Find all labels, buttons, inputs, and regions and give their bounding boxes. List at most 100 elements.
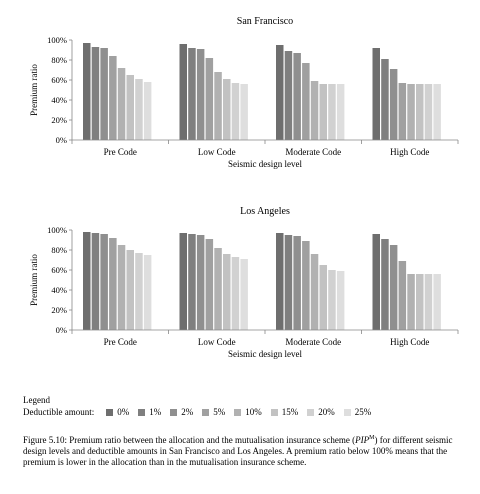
bar bbox=[293, 53, 301, 140]
bar bbox=[188, 234, 196, 330]
bar bbox=[91, 47, 100, 140]
legend-swatch bbox=[170, 408, 178, 416]
legend-item: 1% bbox=[138, 407, 161, 417]
chart-title: San Francisco bbox=[237, 16, 293, 27]
x-tick-label: Low Code bbox=[198, 147, 236, 157]
y-tick-label: 80% bbox=[51, 245, 67, 255]
y-tick-label: 40% bbox=[51, 285, 67, 295]
bar bbox=[117, 245, 126, 330]
bar bbox=[179, 44, 187, 140]
bar bbox=[398, 261, 407, 330]
bar bbox=[196, 235, 205, 330]
bar bbox=[293, 236, 301, 330]
bar bbox=[284, 51, 293, 140]
bar bbox=[135, 79, 143, 140]
legend-item: 15% bbox=[270, 407, 299, 417]
x-axis-label: Seismic design level bbox=[228, 349, 302, 359]
bar bbox=[381, 239, 389, 330]
bar bbox=[109, 56, 117, 140]
bar bbox=[83, 232, 91, 330]
legend-swatch bbox=[343, 408, 351, 416]
bar bbox=[135, 253, 143, 330]
bar bbox=[143, 82, 152, 140]
bar bbox=[276, 233, 284, 330]
bar bbox=[319, 265, 327, 330]
bar bbox=[276, 45, 284, 140]
bar bbox=[143, 255, 152, 330]
bar bbox=[302, 241, 310, 330]
legend-item: 20% bbox=[307, 407, 335, 417]
legend: Deductible amount: 0% 1% 2% 5% 10% 15% 20% 25% bbox=[23, 407, 380, 417]
x-tick-label: Pre Code bbox=[104, 337, 137, 347]
legend-item-label: 20% bbox=[318, 407, 335, 417]
bar bbox=[205, 239, 214, 330]
legend-item-label: 10% bbox=[245, 407, 262, 417]
bar bbox=[100, 48, 108, 140]
legend-swatch bbox=[202, 408, 210, 416]
caption-sup: M bbox=[369, 435, 375, 441]
bar bbox=[126, 75, 134, 140]
x-tick-label: Pre Code bbox=[104, 147, 137, 157]
charts-canvas: San Francisco 0% 20% 40% 60% 80% 100% Premium r… bbox=[29, 16, 459, 359]
legend-item-label: 1% bbox=[149, 407, 162, 417]
bar bbox=[83, 43, 91, 140]
bar bbox=[284, 235, 293, 330]
y-axis-label: Premium ratio bbox=[29, 254, 39, 306]
figure-caption: Figure 5.10: Premium ratio between the a… bbox=[23, 433, 469, 468]
y-tick-label: 60% bbox=[51, 75, 67, 85]
bar bbox=[231, 257, 240, 330]
y-tick-label: 60% bbox=[51, 265, 67, 275]
y-tick-label: 20% bbox=[51, 115, 67, 125]
bar bbox=[310, 81, 319, 140]
legend-item: 25% bbox=[343, 407, 371, 417]
bar bbox=[433, 274, 441, 330]
y-tick-label: 100% bbox=[47, 35, 67, 45]
bar bbox=[100, 234, 108, 330]
legend-swatch bbox=[307, 408, 315, 416]
bar bbox=[328, 270, 336, 330]
y-tick-label: 80% bbox=[51, 55, 67, 65]
bar bbox=[223, 254, 231, 330]
bar bbox=[433, 84, 441, 140]
x-axis-label: Seismic design level bbox=[228, 159, 302, 169]
bar bbox=[109, 238, 117, 330]
legend-item: 2% bbox=[170, 407, 193, 417]
bar bbox=[336, 271, 345, 330]
bar bbox=[223, 79, 231, 140]
bar bbox=[196, 49, 205, 140]
x-tick-label: High Code bbox=[390, 337, 429, 347]
legend-item: 0% bbox=[106, 407, 129, 417]
x-tick-label: High Code bbox=[390, 147, 429, 157]
bar bbox=[240, 84, 248, 140]
bar bbox=[214, 72, 222, 140]
legend-item: 5% bbox=[202, 407, 225, 417]
y-tick-label: 20% bbox=[51, 305, 67, 315]
bar bbox=[91, 233, 100, 330]
bar bbox=[319, 84, 327, 140]
y-tick-label: 0% bbox=[56, 135, 67, 145]
legend-item-label: 15% bbox=[281, 407, 299, 417]
y-tick-label: 0% bbox=[56, 325, 67, 335]
legend-label: Deductible amount: bbox=[23, 407, 95, 417]
legend-item-label: 0% bbox=[117, 407, 130, 417]
bar bbox=[424, 84, 433, 140]
bar bbox=[398, 83, 407, 140]
caption-pip: PIP bbox=[355, 435, 370, 445]
bar bbox=[407, 274, 415, 330]
bar bbox=[240, 259, 248, 330]
bar bbox=[328, 84, 336, 140]
legend-swatch bbox=[106, 408, 114, 416]
legend-title: Legend bbox=[23, 395, 50, 405]
bar bbox=[214, 248, 222, 330]
y-axis-label: Premium ratio bbox=[29, 64, 39, 116]
bar bbox=[372, 48, 380, 140]
bar bbox=[416, 274, 424, 330]
bar bbox=[389, 69, 398, 140]
bar bbox=[381, 59, 389, 140]
legend-swatch bbox=[138, 408, 146, 416]
bar bbox=[302, 63, 310, 140]
chart-title: Los Angeles bbox=[240, 206, 290, 217]
legend-item: 10% bbox=[234, 407, 262, 417]
caption-suffix: ) for different seismic design levels an… bbox=[23, 435, 453, 467]
